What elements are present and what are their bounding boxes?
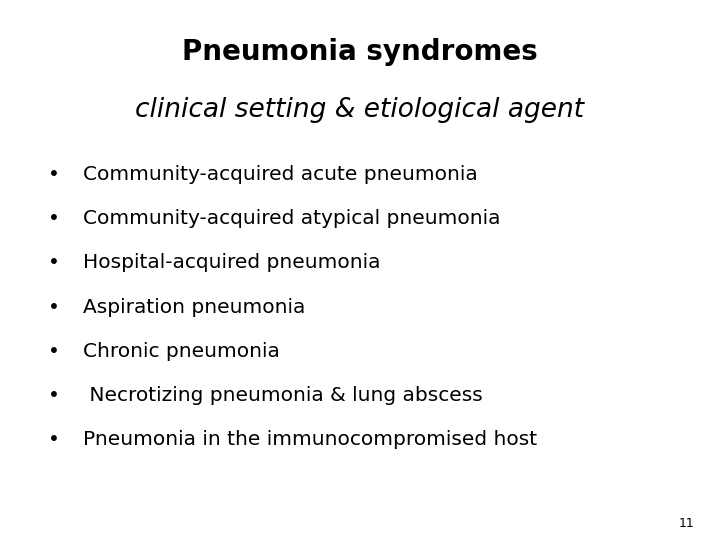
- Text: clinical setting & etiological agent: clinical setting & etiological agent: [135, 97, 585, 123]
- Text: •: •: [48, 209, 60, 228]
- Text: Pneumonia syndromes: Pneumonia syndromes: [182, 38, 538, 66]
- Text: Community-acquired acute pneumonia: Community-acquired acute pneumonia: [83, 165, 477, 184]
- Text: Aspiration pneumonia: Aspiration pneumonia: [83, 298, 305, 316]
- Text: •: •: [48, 298, 60, 316]
- Text: •: •: [48, 342, 60, 361]
- Text: Hospital-acquired pneumonia: Hospital-acquired pneumonia: [83, 253, 380, 272]
- Text: •: •: [48, 386, 60, 405]
- Text: Pneumonia in the immunocompromised host: Pneumonia in the immunocompromised host: [83, 430, 537, 449]
- Text: •: •: [48, 165, 60, 184]
- Text: •: •: [48, 253, 60, 272]
- Text: •: •: [48, 430, 60, 449]
- Text: 11: 11: [679, 517, 695, 530]
- Text: Necrotizing pneumonia & lung abscess: Necrotizing pneumonia & lung abscess: [83, 386, 482, 405]
- Text: Chronic pneumonia: Chronic pneumonia: [83, 342, 279, 361]
- Text: Community-acquired atypical pneumonia: Community-acquired atypical pneumonia: [83, 209, 500, 228]
